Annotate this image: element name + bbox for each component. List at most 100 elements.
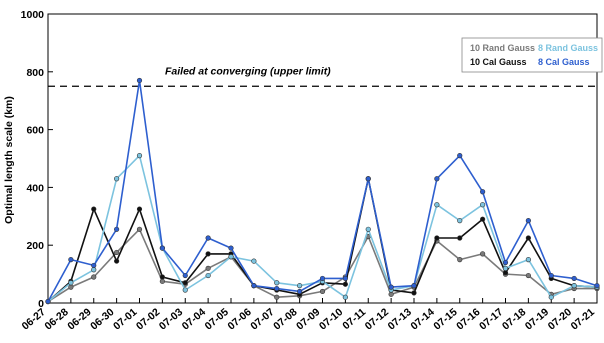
data-point <box>68 284 74 290</box>
data-point <box>159 274 165 280</box>
data-point <box>182 287 188 293</box>
data-point <box>251 283 257 289</box>
data-point <box>365 226 371 232</box>
y-tick-label: 200 <box>26 240 44 252</box>
data-point <box>434 235 440 241</box>
y-tick-label: 800 <box>26 67 44 79</box>
data-point <box>411 290 417 296</box>
x-tick-label: 07-09 <box>294 306 322 333</box>
x-tick-label: 07-14 <box>409 306 437 333</box>
data-point <box>182 272 188 279</box>
data-point <box>159 278 165 284</box>
x-tick-label: 06-29 <box>65 306 93 333</box>
data-point <box>68 280 74 286</box>
x-tick-label: 07-12 <box>363 306 391 333</box>
data-point <box>136 77 143 84</box>
legend-entry: 10 Rand Gauss <box>470 43 535 53</box>
data-point <box>342 281 348 287</box>
data-point <box>365 176 371 182</box>
data-point <box>480 216 486 222</box>
data-point <box>342 275 348 282</box>
data-point <box>502 270 509 276</box>
data-point <box>457 235 463 241</box>
x-tick-label: 07-15 <box>431 306 459 333</box>
reference-line-label: Failed at converging (upper limit) <box>165 65 331 77</box>
data-point <box>525 218 531 224</box>
x-tick-label: 07-10 <box>317 306 345 333</box>
data-point <box>68 257 74 263</box>
data-point <box>136 226 143 232</box>
y-tick-label: 0 <box>38 298 44 310</box>
data-point <box>159 245 165 251</box>
x-tick-label: 07-02 <box>134 306 162 333</box>
data-point <box>136 153 143 159</box>
data-point <box>548 272 554 279</box>
data-point <box>297 288 303 295</box>
data-point <box>91 206 97 212</box>
data-point <box>91 267 97 273</box>
x-tick-label: 07-11 <box>340 306 368 332</box>
data-point <box>228 245 234 251</box>
data-point <box>182 280 188 286</box>
data-point <box>91 274 97 280</box>
data-point <box>457 218 463 224</box>
data-point <box>434 202 440 208</box>
data-point <box>205 272 211 279</box>
data-point <box>274 285 280 292</box>
data-point <box>274 294 280 300</box>
data-point <box>228 254 234 260</box>
data-point <box>251 258 257 264</box>
series-line-3 <box>47 79 598 302</box>
x-tick-label: 07-07 <box>248 306 276 333</box>
x-tick-label: 07-03 <box>157 306 185 333</box>
x-tick-label: 07-04 <box>180 306 208 333</box>
data-point <box>114 249 120 256</box>
x-tick-label: 06-28 <box>43 306 71 333</box>
data-point <box>205 235 211 241</box>
data-point <box>114 258 120 264</box>
x-tick-label: 07-18 <box>500 306 528 333</box>
legend-entry: 8 Rand Gauss <box>538 43 598 53</box>
data-point <box>342 294 348 300</box>
x-tick-label: 06-30 <box>88 306 116 333</box>
data-point <box>594 283 600 289</box>
data-point <box>319 288 326 295</box>
x-tick-label: 07-06 <box>226 306 254 333</box>
data-point <box>480 251 486 257</box>
data-point <box>434 176 440 182</box>
x-tick-label: 07-01 <box>111 306 139 333</box>
data-point <box>525 257 531 263</box>
data-point <box>388 284 394 290</box>
data-point <box>114 176 120 182</box>
data-point <box>411 283 417 289</box>
x-tick-label: 07-13 <box>386 306 414 333</box>
legend-box <box>461 37 603 73</box>
data-point <box>571 283 577 289</box>
data-point <box>45 298 51 305</box>
data-point <box>480 189 486 195</box>
data-point <box>548 294 554 300</box>
y-tick-label: 600 <box>26 125 44 137</box>
data-point <box>136 206 143 212</box>
data-point <box>205 251 211 257</box>
x-tick-label: 07-19 <box>523 306 551 333</box>
x-tick-label: 07-05 <box>203 306 231 333</box>
x-tick-label: 07-20 <box>546 306 574 333</box>
data-point <box>525 272 531 279</box>
y-tick-label: 1000 <box>21 9 45 21</box>
data-point <box>457 257 463 263</box>
data-point <box>388 291 394 297</box>
data-point <box>91 262 97 269</box>
x-tick-label: 07-16 <box>454 306 482 333</box>
data-point <box>502 265 509 271</box>
legend-entry: 8 Cal Gauss <box>538 57 590 67</box>
data-point <box>205 265 211 271</box>
data-point <box>525 235 531 241</box>
data-point <box>502 259 509 266</box>
data-point <box>319 275 326 282</box>
x-tick-label: 07-08 <box>271 306 299 333</box>
data-point <box>480 202 486 208</box>
data-point <box>571 275 577 282</box>
